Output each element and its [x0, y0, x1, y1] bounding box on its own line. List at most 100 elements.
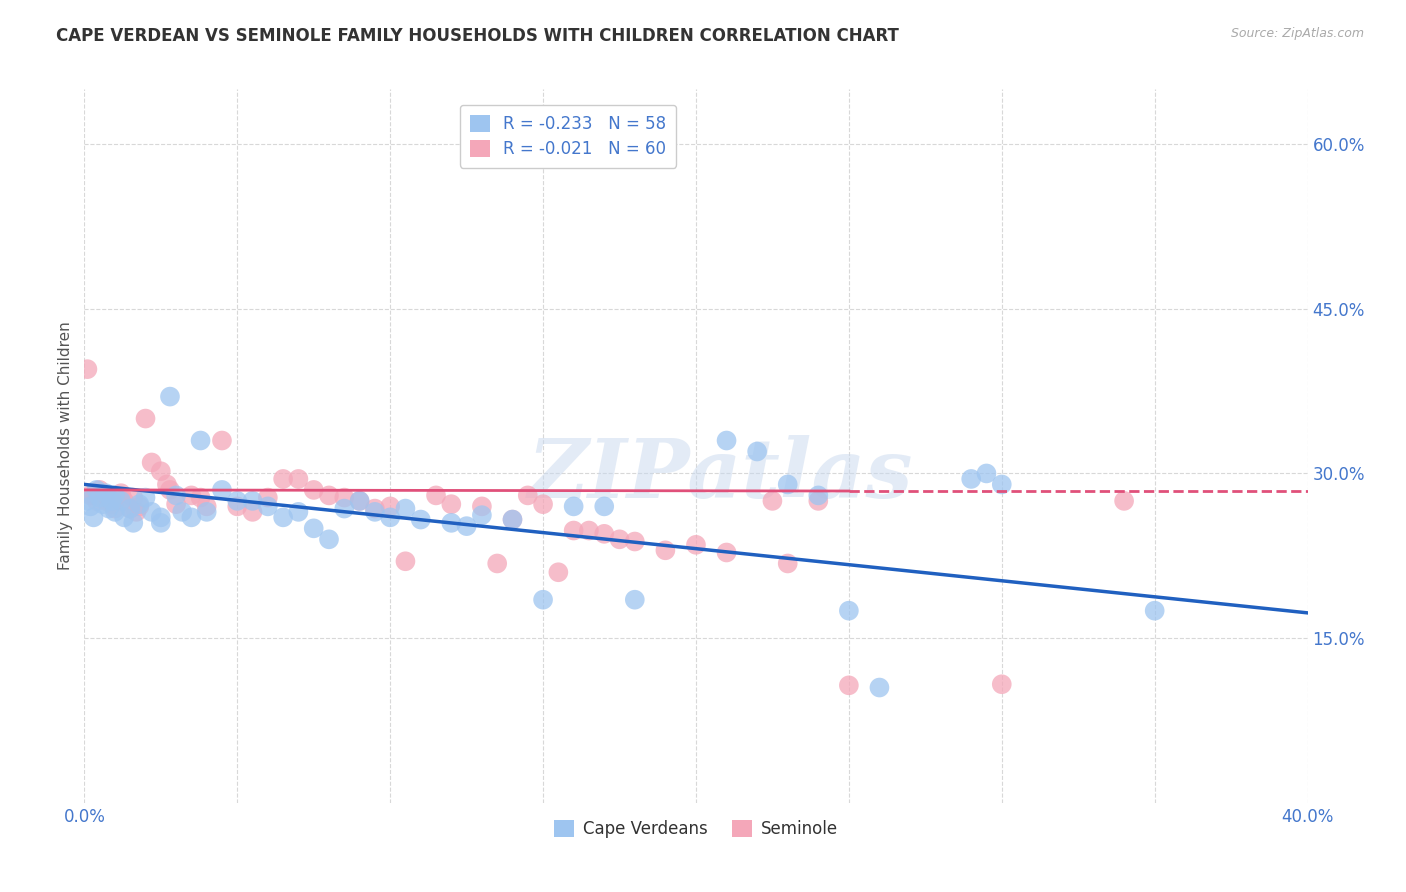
Point — [654, 543, 676, 558]
Point — [502, 512, 524, 526]
Point — [776, 477, 799, 491]
Y-axis label: Family Households with Children: Family Households with Children — [58, 322, 73, 570]
Point — [960, 472, 983, 486]
Point — [110, 486, 132, 500]
Legend: Cape Verdeans, Seminole: Cape Verdeans, Seminole — [547, 813, 845, 845]
Point — [624, 592, 647, 607]
Point — [135, 491, 157, 505]
Point — [716, 434, 738, 448]
Point — [135, 411, 157, 425]
Point — [76, 494, 98, 508]
Text: CAPE VERDEAN VS SEMINOLE FAMILY HOUSEHOLDS WITH CHILDREN CORRELATION CHART: CAPE VERDEAN VS SEMINOLE FAMILY HOUSEHOL… — [56, 27, 898, 45]
Point — [838, 678, 860, 692]
Point — [79, 488, 101, 502]
Point — [195, 505, 218, 519]
Point — [165, 497, 187, 511]
Point — [180, 510, 202, 524]
Point — [257, 500, 280, 514]
Point — [180, 488, 202, 502]
Point — [149, 516, 172, 530]
Point — [409, 512, 432, 526]
Point — [991, 477, 1014, 491]
Point — [349, 494, 371, 508]
Point — [76, 362, 98, 376]
Point — [1143, 604, 1166, 618]
Point — [776, 557, 799, 571]
Point — [86, 483, 108, 497]
Point — [128, 500, 150, 514]
Point — [159, 390, 181, 404]
Point — [79, 500, 101, 514]
Point — [364, 501, 387, 516]
Point — [149, 464, 172, 478]
Point — [578, 524, 600, 538]
Point — [991, 677, 1014, 691]
Point — [104, 501, 127, 516]
Point — [195, 500, 218, 514]
Point — [271, 510, 294, 524]
Point — [149, 510, 172, 524]
Point — [257, 491, 280, 505]
Point — [242, 494, 264, 508]
Point — [83, 488, 105, 502]
Point — [122, 516, 145, 530]
Point — [86, 494, 108, 508]
Point — [562, 524, 585, 538]
Point — [211, 483, 233, 497]
Point — [761, 494, 783, 508]
Point — [165, 488, 187, 502]
Point — [120, 501, 142, 516]
Point — [318, 488, 340, 502]
Point — [380, 500, 402, 514]
Point — [364, 505, 387, 519]
Point — [869, 681, 891, 695]
Point — [425, 488, 447, 502]
Point — [531, 497, 554, 511]
Point — [141, 455, 163, 469]
Point — [125, 505, 148, 519]
Point — [120, 501, 142, 516]
Text: Source: ZipAtlas.com: Source: ZipAtlas.com — [1230, 27, 1364, 40]
Point — [89, 491, 111, 505]
Point — [440, 516, 463, 530]
Point — [271, 472, 294, 486]
Point — [190, 491, 212, 505]
Point — [156, 477, 179, 491]
Point — [112, 510, 135, 524]
Point — [440, 497, 463, 511]
Point — [104, 505, 127, 519]
Point — [807, 488, 830, 502]
Point — [83, 510, 105, 524]
Point — [716, 545, 738, 559]
Point — [471, 500, 494, 514]
Point — [302, 483, 325, 497]
Point — [593, 500, 616, 514]
Point — [394, 501, 416, 516]
Point — [97, 501, 120, 516]
Point — [122, 491, 145, 505]
Point — [141, 505, 163, 519]
Point — [318, 533, 340, 547]
Point — [516, 488, 538, 502]
Point — [502, 512, 524, 526]
Point — [380, 510, 402, 524]
Point — [101, 494, 124, 508]
Point — [128, 497, 150, 511]
Point — [287, 505, 309, 519]
Point — [333, 491, 356, 505]
Point — [242, 505, 264, 519]
Point — [1114, 494, 1136, 508]
Point — [226, 494, 249, 508]
Point — [562, 500, 585, 514]
Point — [624, 534, 647, 549]
Text: ZIPatlas: ZIPatlas — [527, 434, 912, 515]
Point — [531, 592, 554, 607]
Point — [91, 488, 114, 502]
Point — [976, 467, 998, 481]
Point — [94, 486, 117, 500]
Point — [97, 491, 120, 505]
Point — [211, 434, 233, 448]
Point — [394, 554, 416, 568]
Point — [807, 494, 830, 508]
Point — [609, 533, 631, 547]
